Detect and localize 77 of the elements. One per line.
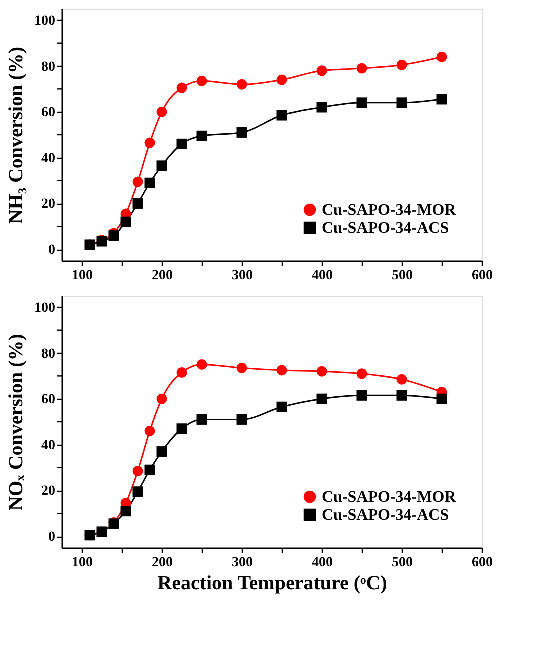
point (156, 160, 168, 172)
point (120, 216, 132, 228)
point (196, 359, 208, 370)
point (316, 66, 328, 76)
point (108, 230, 120, 242)
point (144, 138, 156, 148)
point (132, 466, 144, 476)
legend-label: Cu-SAPO-34-ACS (322, 507, 450, 524)
y-tick-label: 80 (42, 346, 56, 362)
y-axis-title: NH₃ Conversion (%) (6, 46, 28, 224)
point (156, 446, 168, 458)
point (316, 394, 328, 404)
y-tick-label: 0 (48, 243, 56, 258)
x-tick-label: 400 (312, 268, 333, 284)
y-tick-label: 20 (42, 197, 56, 212)
legend-label: Cu-SAPO-34-ACS (322, 220, 450, 237)
y-tick-label: 60 (42, 106, 56, 121)
point (276, 110, 288, 121)
y-tick-label: 60 (42, 392, 56, 408)
point (356, 98, 368, 108)
point (120, 506, 132, 517)
point (196, 76, 208, 86)
y-tick-label: 20 (42, 484, 56, 500)
point (436, 52, 448, 62)
x-tick-label: 200 (152, 556, 173, 570)
point (132, 176, 144, 188)
point (236, 127, 248, 138)
y-tick-label: 80 (42, 60, 56, 75)
x-tick-label: 400 (312, 556, 333, 570)
x-tick-label: 300 (232, 556, 253, 570)
point (276, 365, 288, 376)
point (436, 394, 448, 404)
point (356, 63, 368, 74)
point (316, 102, 328, 113)
point (144, 426, 156, 436)
point (236, 362, 248, 374)
x-tick-label: 500 (392, 268, 413, 284)
x-tick-label: 100 (72, 556, 93, 570)
point (236, 79, 248, 90)
point (132, 486, 144, 498)
point (156, 394, 168, 404)
legend-label: Cu-SAPO-34-MOR (322, 489, 457, 506)
x-tick-label: 100 (72, 268, 93, 284)
point (176, 424, 188, 434)
point (196, 414, 208, 425)
point (144, 178, 156, 188)
x-axis-title: Reaction Temperature (ᵒC) (158, 572, 388, 594)
point (156, 106, 168, 118)
point (176, 82, 188, 94)
legend-label: Cu-SAPO-34-MOR (322, 202, 457, 219)
x-tick-label: 500 (392, 556, 413, 570)
point (144, 464, 156, 476)
x-tick-label: 600 (472, 268, 493, 284)
y-tick-label: 40 (42, 151, 56, 166)
point (396, 390, 408, 401)
point (396, 98, 408, 108)
x-tick-label: 200 (152, 268, 173, 284)
point (356, 368, 368, 380)
y-tick-label: 0 (48, 530, 56, 546)
y-axis-title: NOₓ Conversion (%) (6, 334, 28, 511)
y-tick-label: 100 (34, 14, 56, 29)
point (236, 414, 248, 425)
point (196, 130, 208, 142)
point (176, 138, 188, 150)
y-tick-label: 40 (42, 438, 56, 454)
point (436, 94, 448, 105)
point (396, 374, 408, 385)
x-tick-label: 600 (472, 556, 493, 570)
point (316, 366, 328, 377)
point (276, 402, 288, 412)
point (356, 390, 368, 401)
point (396, 60, 408, 70)
y-tick-label: 100 (34, 300, 56, 316)
point (276, 74, 288, 86)
x-tick-label: 300 (232, 268, 253, 284)
point (176, 368, 188, 378)
point (132, 198, 144, 209)
